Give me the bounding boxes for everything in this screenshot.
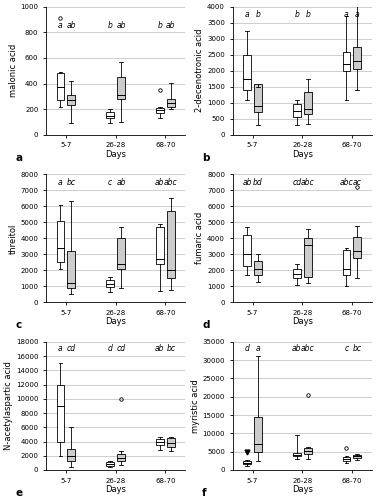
FancyBboxPatch shape [353,236,361,258]
Text: b: b [305,10,310,20]
Text: a: a [355,10,360,20]
FancyBboxPatch shape [254,417,262,452]
FancyBboxPatch shape [167,211,175,278]
Text: b: b [158,20,162,30]
FancyBboxPatch shape [156,108,164,113]
Y-axis label: malonic acid: malonic acid [9,44,18,98]
Y-axis label: threitol: threitol [9,223,18,254]
FancyBboxPatch shape [67,448,76,462]
FancyBboxPatch shape [243,54,251,90]
FancyBboxPatch shape [353,455,361,458]
Text: e: e [15,488,23,498]
FancyBboxPatch shape [106,280,114,287]
FancyBboxPatch shape [243,235,251,266]
Text: abc: abc [340,178,353,187]
Y-axis label: 2-decenotronic acid: 2-decenotronic acid [195,29,204,112]
Text: bc: bc [353,344,362,353]
FancyBboxPatch shape [167,438,175,447]
Y-axis label: N-acetylaspartic acid: N-acetylaspartic acid [4,362,13,450]
X-axis label: Days: Days [292,318,313,326]
FancyBboxPatch shape [293,269,301,278]
FancyBboxPatch shape [106,112,114,118]
FancyBboxPatch shape [343,52,350,70]
FancyBboxPatch shape [343,457,350,461]
FancyBboxPatch shape [243,461,251,464]
Text: b: b [294,10,299,20]
FancyBboxPatch shape [304,238,312,277]
Text: f: f [202,488,207,498]
Y-axis label: myristic acid: myristic acid [191,379,200,433]
Text: d: d [245,344,250,353]
Text: abc: abc [301,178,315,187]
Text: abc: abc [301,344,315,353]
Text: a: a [58,178,63,187]
Text: ab: ab [155,178,165,187]
X-axis label: Days: Days [105,318,126,326]
FancyBboxPatch shape [304,448,312,454]
Text: ab: ab [166,20,176,30]
FancyBboxPatch shape [67,95,76,106]
X-axis label: Days: Days [292,485,313,494]
FancyBboxPatch shape [117,454,125,462]
FancyBboxPatch shape [106,462,114,466]
Text: ab: ab [116,20,126,30]
Text: ab: ab [67,20,76,30]
FancyBboxPatch shape [304,92,312,114]
FancyBboxPatch shape [56,384,64,442]
Text: b: b [202,152,209,162]
FancyBboxPatch shape [167,99,175,106]
Text: ab: ab [243,178,252,187]
Text: abc: abc [164,178,178,187]
Text: b: b [108,20,113,30]
Text: ab: ab [292,344,302,353]
Text: a: a [15,152,23,162]
Text: cd: cd [117,344,126,352]
Text: c: c [344,344,349,353]
Text: bc: bc [166,344,175,352]
X-axis label: Days: Days [292,150,313,159]
Text: bc: bc [67,178,76,187]
Text: ab: ab [116,178,126,187]
FancyBboxPatch shape [117,238,125,269]
FancyBboxPatch shape [254,260,262,275]
FancyBboxPatch shape [293,453,301,456]
Text: ab: ab [155,344,165,352]
Text: c: c [15,320,22,330]
FancyBboxPatch shape [56,74,64,100]
FancyBboxPatch shape [156,438,164,445]
FancyBboxPatch shape [156,227,164,264]
Text: b: b [256,10,261,20]
FancyBboxPatch shape [67,251,76,288]
Text: d: d [108,344,113,352]
Text: a: a [58,20,63,30]
Text: d: d [202,320,209,330]
FancyBboxPatch shape [353,46,361,69]
Text: a: a [58,344,63,352]
Text: a: a [256,344,260,353]
FancyBboxPatch shape [254,84,262,112]
X-axis label: Days: Days [105,485,126,494]
FancyBboxPatch shape [117,77,125,99]
FancyBboxPatch shape [343,250,350,275]
Text: cd: cd [292,178,301,187]
Y-axis label: fumaric acid: fumaric acid [195,212,204,264]
Text: ac: ac [353,178,362,187]
FancyBboxPatch shape [293,104,301,117]
Text: a: a [344,10,349,20]
X-axis label: Days: Days [105,150,126,159]
Text: c: c [108,178,112,187]
FancyBboxPatch shape [56,220,64,262]
Text: a: a [245,10,249,20]
Text: cd: cd [67,344,76,352]
Text: bd: bd [253,178,263,187]
